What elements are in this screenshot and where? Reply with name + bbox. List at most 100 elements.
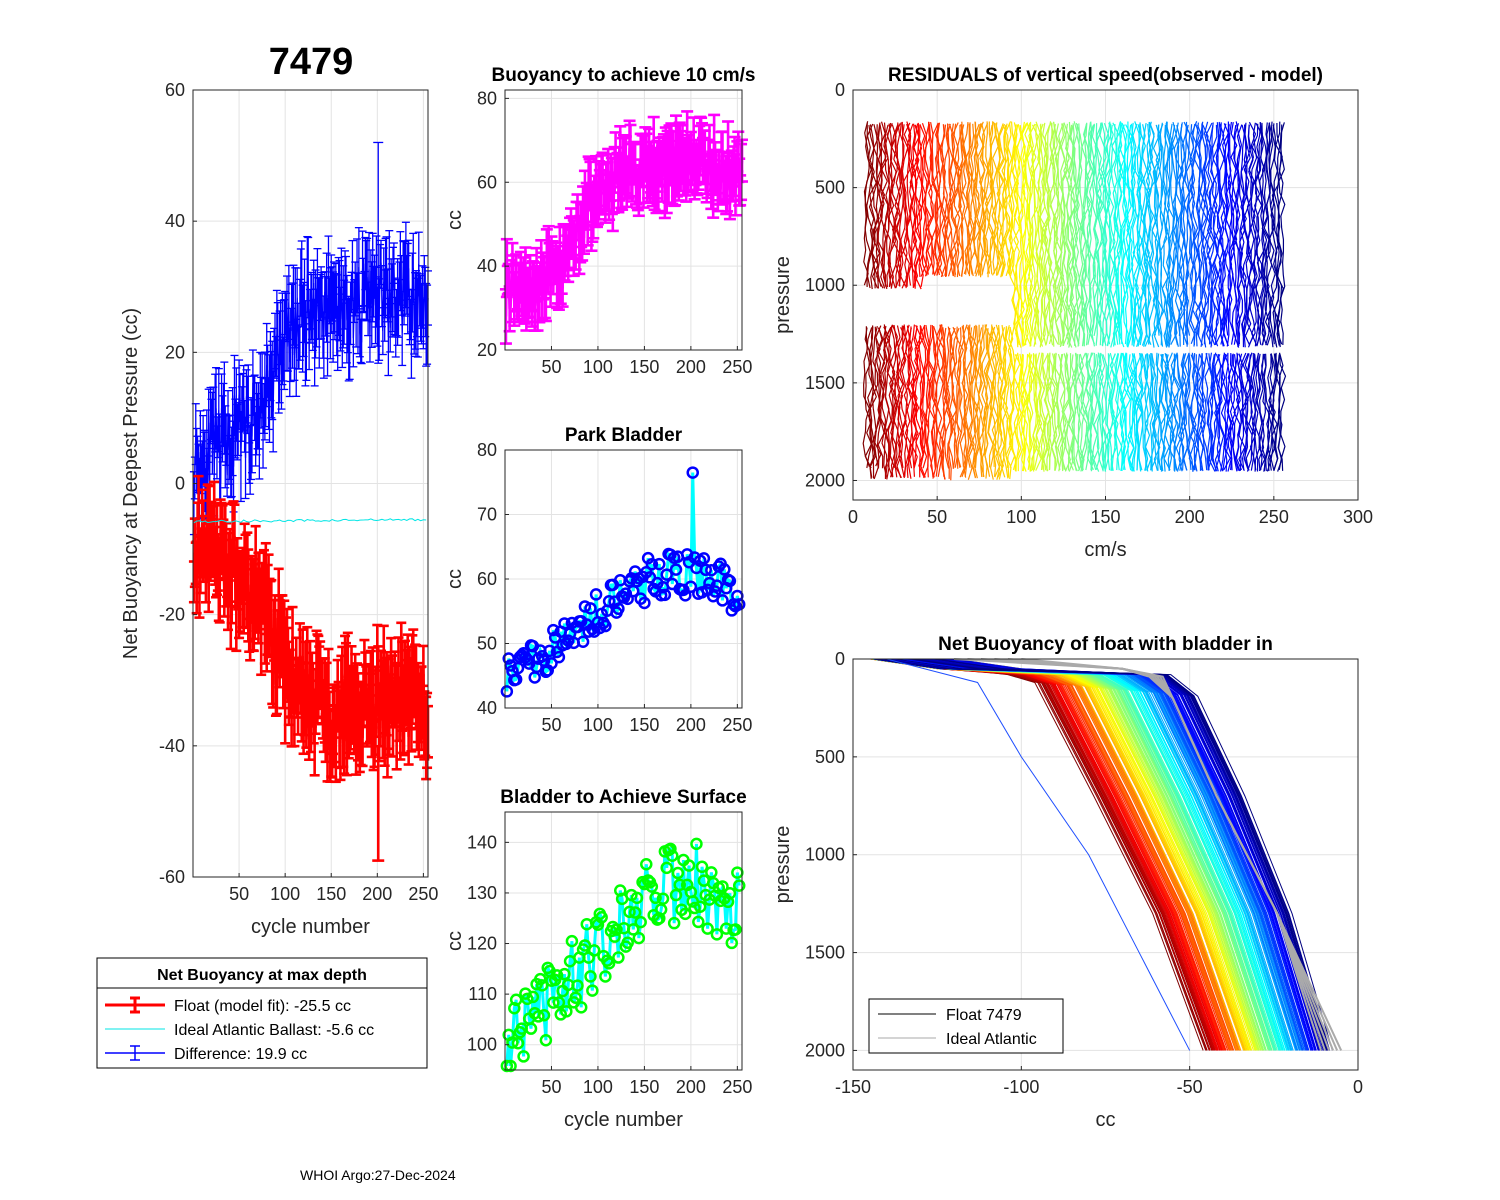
data-point xyxy=(584,970,597,983)
data-point xyxy=(589,588,603,601)
profile-line xyxy=(872,124,881,289)
profile-line xyxy=(1036,123,1044,347)
net-buoyancy-profile-plot: -150 -100 -50 0 0 500 1000 1500 2000 Net Buoyancy… xyxy=(772,634,1363,1131)
data-point xyxy=(695,860,709,874)
profile-line xyxy=(1192,353,1200,471)
profile-line xyxy=(1182,124,1190,336)
profile-line xyxy=(1028,123,1036,347)
profile-line xyxy=(1013,122,1021,346)
profile-line xyxy=(1245,124,1253,336)
y-tick-label: 60 xyxy=(477,569,497,589)
axes-frame xyxy=(852,658,1359,1071)
profile-line xyxy=(879,121,887,286)
x-tick-label: 150 xyxy=(629,357,659,377)
data-point xyxy=(693,900,707,913)
profile-line xyxy=(1183,353,1190,471)
profile-line xyxy=(1131,353,1138,471)
x-tick-label: -150 xyxy=(835,1077,871,1097)
data-point xyxy=(718,563,731,576)
profile-line xyxy=(1034,121,1043,345)
profile-line xyxy=(1138,352,1144,471)
profile-line xyxy=(1254,354,1260,472)
profile-line xyxy=(868,124,875,290)
profile-line xyxy=(934,324,943,477)
profile-line xyxy=(940,327,947,480)
y-tick-label: 80 xyxy=(477,440,497,460)
y-tick-label: 0 xyxy=(835,80,845,100)
data-point xyxy=(628,906,642,919)
y-tick-label: 1500 xyxy=(805,943,845,963)
profile-line xyxy=(1001,123,1009,277)
profile-line xyxy=(894,658,1327,1051)
profile-line xyxy=(1198,353,1206,472)
x-tick-label: -100 xyxy=(1003,1077,1039,1097)
profile-line xyxy=(1153,124,1161,348)
profile-line xyxy=(1035,353,1043,471)
x-tick-label: 50 xyxy=(927,507,947,527)
profile-line xyxy=(1245,352,1253,470)
profile-line xyxy=(959,123,964,277)
profile-line xyxy=(1211,123,1220,347)
data-point xyxy=(645,880,659,893)
profile-line xyxy=(979,324,988,477)
profile-line xyxy=(1129,353,1138,472)
profile-line xyxy=(1162,354,1169,472)
profile-line xyxy=(1258,353,1266,472)
profile-line xyxy=(1037,354,1046,472)
y-tick-label: 60 xyxy=(477,172,497,192)
data-point xyxy=(653,557,666,571)
profile-line xyxy=(931,327,938,469)
profile-line xyxy=(991,123,1000,276)
y-tick-label: 140 xyxy=(467,832,497,852)
profile-line xyxy=(1053,122,1060,346)
data-point xyxy=(550,969,564,982)
profile-line xyxy=(1157,354,1164,472)
profile-line xyxy=(932,325,939,467)
profile-line xyxy=(960,124,967,277)
profile-line xyxy=(1048,352,1056,470)
y-axis-label: Net Buoyancy at Deepest Pressure (cc) xyxy=(120,308,142,659)
data-point xyxy=(534,972,547,986)
x-tick-label: 200 xyxy=(676,357,706,377)
data-point xyxy=(578,600,592,613)
profile-line xyxy=(1061,352,1070,470)
y-tick-label: 110 xyxy=(468,984,497,1004)
data-point xyxy=(613,884,627,897)
y-tick-label: 40 xyxy=(477,698,497,718)
data-point xyxy=(558,617,571,630)
y-tick-label: 100 xyxy=(467,1035,497,1055)
profile-line xyxy=(948,123,956,277)
profile-line xyxy=(1236,124,1244,348)
profile-line xyxy=(864,123,872,288)
profile-line xyxy=(921,327,929,469)
profile-line xyxy=(869,124,877,289)
y-tick-label: 50 xyxy=(477,634,497,654)
profile-line xyxy=(1022,352,1031,470)
data-point xyxy=(506,1036,519,1049)
profile-line xyxy=(906,325,914,478)
profile-line xyxy=(973,325,980,479)
x-tick-label: 100 xyxy=(1006,507,1036,527)
profile-line xyxy=(1150,352,1158,471)
data-point xyxy=(524,1022,538,1035)
profile-line xyxy=(1268,353,1277,471)
x-tick-label: 100 xyxy=(583,715,613,735)
profile-line xyxy=(1188,352,1196,471)
data-point xyxy=(608,930,621,943)
x-tick-label: 250 xyxy=(722,357,752,377)
profile-line xyxy=(886,658,1191,1051)
data-point xyxy=(509,673,523,686)
data-point xyxy=(612,951,625,964)
y-tick-label: 130 xyxy=(467,883,497,903)
profile-line xyxy=(1069,353,1077,471)
x-tick-label: 150 xyxy=(316,884,346,904)
legend-title: Net Buoyancy at max depth xyxy=(157,967,367,984)
profile-line xyxy=(1261,353,1267,472)
ideal-atlantic-profiles xyxy=(953,658,1343,1051)
data-point xyxy=(511,1036,525,1050)
x-tick-label: -50 xyxy=(1177,1077,1203,1097)
y-tick-label: 40 xyxy=(477,256,497,276)
profile-line xyxy=(1278,352,1287,470)
profile-line xyxy=(1074,122,1083,346)
profile-line xyxy=(997,327,1005,480)
